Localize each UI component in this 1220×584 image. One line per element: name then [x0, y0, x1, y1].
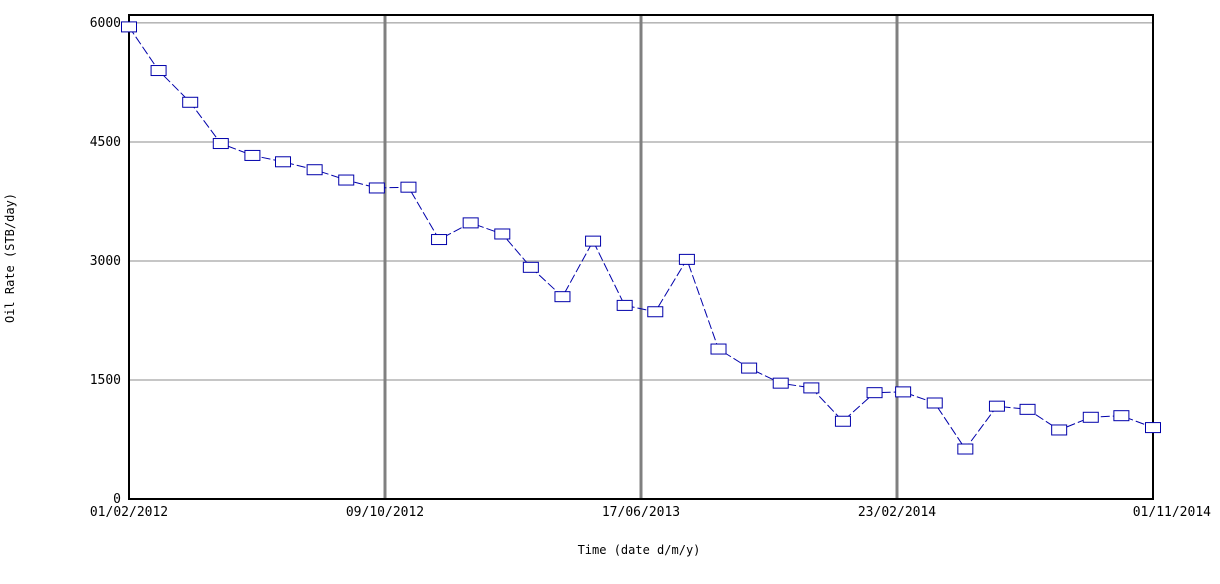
x-axis-tick-labels: 01/02/2012 09/10/2012 17/06/2013 23/02/2014… — [90, 505, 1211, 520]
data-point-marker — [121, 21, 137, 33]
plot-frame — [128, 14, 1154, 500]
data-point-marker — [554, 291, 571, 303]
data-point-marker — [400, 181, 417, 193]
data-point-marker — [647, 306, 664, 318]
x-tick-label: 17/06/2013 — [602, 505, 680, 520]
data-point-marker — [182, 96, 199, 108]
data-point-marker — [710, 343, 727, 355]
data-point-marker — [275, 156, 292, 168]
data-point-marker — [926, 397, 943, 409]
data-point-marker — [803, 382, 820, 394]
data-point-marker — [678, 253, 695, 265]
data-point-marker — [1145, 422, 1161, 434]
series-markers — [121, 21, 1161, 455]
vertical-gridlines — [383, 15, 899, 499]
data-point-marker — [494, 228, 511, 240]
y-tick-label: 6000 — [90, 16, 121, 31]
data-point-marker — [338, 174, 355, 186]
data-point-marker — [616, 299, 633, 311]
y-tick-label: 1500 — [90, 373, 121, 388]
x-tick-label: 01/02/2012 — [90, 505, 168, 520]
x-tick-label: 23/02/2014 — [858, 505, 936, 520]
data-point-marker — [1051, 424, 1068, 436]
data-point-marker — [368, 182, 385, 194]
y-axis-tick-labels: 0 1500 3000 4500 6000 — [90, 16, 121, 507]
data-point-marker — [585, 235, 602, 247]
data-point-marker — [1019, 403, 1036, 415]
y-tick-label: 3000 — [90, 254, 121, 269]
data-point-marker — [212, 138, 229, 150]
data-point-marker — [462, 217, 479, 229]
x-tick-label: 09/10/2012 — [346, 505, 424, 520]
data-point-marker — [1082, 411, 1099, 423]
x-tick-label: 01/11/2014 — [1133, 505, 1211, 520]
data-point-marker — [834, 415, 851, 427]
series-line-group — [128, 26, 1154, 450]
data-point-marker — [306, 164, 323, 176]
x-axis-label: Time (date d/m/y) — [578, 543, 701, 557]
data-point-marker — [431, 234, 448, 246]
data-point-marker — [988, 400, 1005, 412]
data-point-marker — [957, 443, 974, 455]
data-point-marker — [244, 149, 261, 161]
data-point-marker — [895, 386, 912, 398]
data-point-marker — [522, 261, 539, 273]
data-point-marker — [1113, 410, 1130, 422]
data-point-marker — [772, 377, 789, 389]
series-line — [128, 26, 1154, 450]
y-tick-label: 0 — [113, 492, 121, 507]
data-point-marker — [741, 362, 758, 374]
data-point-marker — [150, 65, 167, 77]
y-tick-label: 4500 — [90, 135, 121, 150]
data-point-marker — [866, 387, 883, 399]
y-axis-label: Oil Rate (STB/day) — [3, 193, 17, 323]
